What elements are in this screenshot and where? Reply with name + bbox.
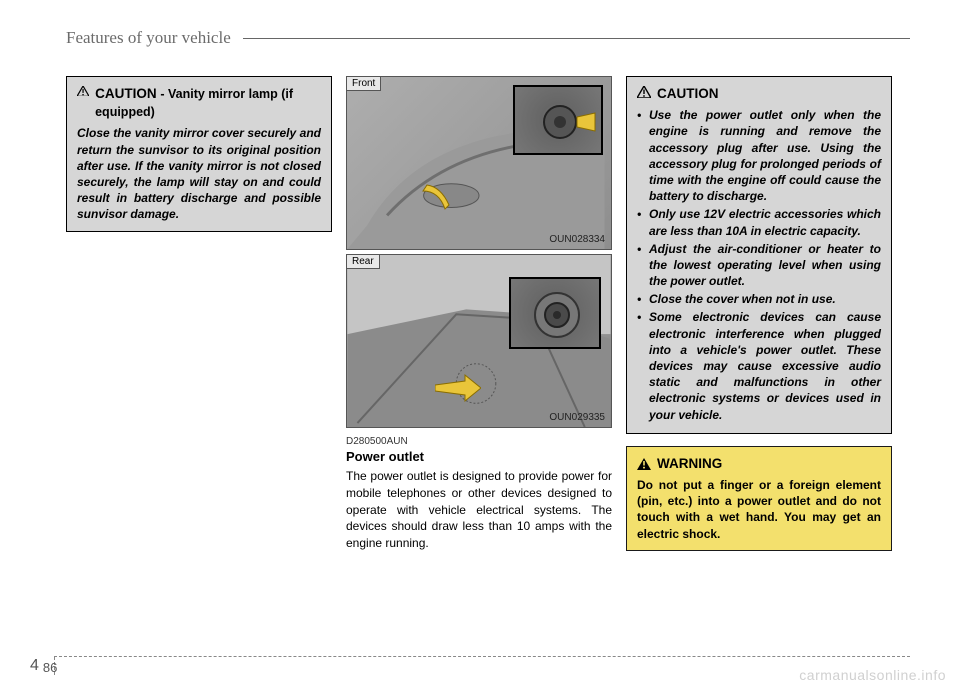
column-1: CAUTION - Vanity mirror lamp (if equippe… bbox=[66, 76, 332, 552]
footer-dotted-line bbox=[54, 656, 910, 657]
list-item: Some electronic devices can cause electr… bbox=[637, 309, 881, 422]
caution-label: CAUTION bbox=[95, 86, 157, 101]
yellow-arrow-icon bbox=[419, 177, 459, 217]
warning-box: WARNING Do not put a finger or a foreign… bbox=[626, 446, 892, 551]
figure-tag: Rear bbox=[346, 254, 380, 269]
caution-box-power: CAUTION Use the power outlet only when t… bbox=[626, 76, 892, 434]
warning-label: WARNING bbox=[657, 455, 722, 473]
figure-front: Front OUN028334 bbox=[346, 76, 612, 250]
section-title: Power outlet bbox=[346, 449, 612, 464]
caution-box-vanity: CAUTION - Vanity mirror lamp (if equippe… bbox=[66, 76, 332, 232]
figure-code: OUN029335 bbox=[549, 412, 605, 423]
callout-box bbox=[513, 85, 603, 155]
list-item: Adjust the air-conditioner or heater to … bbox=[637, 241, 881, 290]
page-header: Features of your vehicle bbox=[66, 28, 243, 48]
caution-list: Use the power outlet only when the engin… bbox=[637, 107, 881, 423]
chapter-number: 4 bbox=[30, 657, 39, 675]
page-footer: 4 86 bbox=[30, 657, 57, 675]
list-item: Close the cover when not in use. bbox=[637, 291, 881, 307]
caution-icon bbox=[637, 86, 651, 98]
column-3: CAUTION Use the power outlet only when t… bbox=[626, 76, 892, 552]
body-text: The power outlet is designed to provide … bbox=[346, 468, 612, 552]
figure-tag: Front bbox=[346, 76, 381, 91]
figure-rear: Rear OUN029335 bbox=[346, 254, 612, 428]
warning-body: Do not put a finger or a foreign element… bbox=[637, 477, 881, 542]
section-code: D280500AUN bbox=[346, 436, 612, 447]
caution-label: CAUTION bbox=[657, 85, 719, 103]
list-item: Only use 12V electric accessories which … bbox=[637, 206, 881, 238]
warning-icon bbox=[637, 458, 651, 470]
caution-icon bbox=[77, 86, 89, 98]
yellow-arrow-icon bbox=[435, 371, 481, 405]
page-number: 86 bbox=[43, 660, 57, 675]
list-item: Use the power outlet only when the engin… bbox=[637, 107, 881, 204]
callout-box bbox=[509, 277, 601, 349]
watermark: carmanualsonline.info bbox=[799, 667, 946, 683]
figure-code: OUN028334 bbox=[549, 234, 605, 245]
header-rule bbox=[243, 38, 910, 39]
caution-body: Close the vanity mirror cover securely a… bbox=[77, 125, 321, 222]
column-2: Front OUN028334 bbox=[346, 76, 612, 552]
